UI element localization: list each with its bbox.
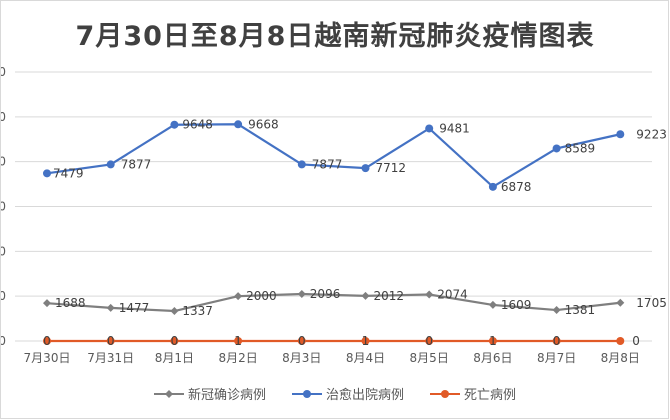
- data-label: 7877: [121, 157, 152, 171]
- data-point: [297, 337, 306, 345]
- data-point: [425, 337, 434, 345]
- data-label: 1: [489, 334, 497, 348]
- x-tick-label: 8月3日: [282, 351, 321, 365]
- data-point: [361, 164, 370, 173]
- x-tick-label: 8月4日: [346, 351, 385, 365]
- data-label: 0: [107, 334, 115, 348]
- data-point: [297, 160, 306, 169]
- data-label: 0: [553, 334, 561, 348]
- data-point: [488, 336, 497, 345]
- data-label: 7712: [376, 161, 407, 175]
- data-label: 0: [298, 334, 306, 348]
- data-label: 6878: [501, 180, 532, 194]
- data-label: 9668: [248, 117, 279, 131]
- data-point: [234, 120, 243, 129]
- data-point: [43, 337, 51, 345]
- legend-marker-icon: [153, 389, 184, 398]
- data-point: [616, 130, 625, 139]
- data-point: [552, 337, 561, 345]
- data-point: [106, 337, 115, 345]
- data-label: 2096: [310, 287, 341, 301]
- data-point: [43, 169, 51, 178]
- legend-label: 治愈出院病例: [325, 388, 404, 403]
- y-tick-label: 8000: [0, 155, 6, 169]
- y-tick-label: 0: [0, 334, 6, 348]
- legend: 新冠确诊病例 治愈出院病例 死亡病例: [0, 384, 670, 403]
- legend-marker-icon: [291, 389, 322, 398]
- data-point: [425, 124, 434, 133]
- x-tick-label: 8月1日: [155, 351, 194, 365]
- data-label: 1609: [501, 298, 532, 312]
- data-point: [488, 300, 497, 309]
- legend-label: 死亡病例: [464, 388, 517, 403]
- data-point: [552, 306, 561, 315]
- data-point: [616, 337, 625, 345]
- series-line: [46, 123, 621, 189]
- data-point: [43, 299, 51, 308]
- series-line: [46, 292, 621, 313]
- data-label: 0: [43, 334, 51, 348]
- data-label: 0: [425, 334, 433, 348]
- legend-item: 死亡病例: [430, 384, 516, 403]
- legend-marker-icon: [430, 389, 460, 398]
- legend-item: 治愈出院病例: [291, 384, 404, 403]
- data-point: [361, 336, 370, 345]
- x-tick-label: 8月5日: [410, 351, 449, 365]
- data-point: [106, 303, 115, 312]
- chart-title: 7月30日至8月8日越南新冠肺炎疫情图表: [75, 21, 595, 52]
- data-point: [234, 336, 243, 345]
- x-tick-label: 7月31日: [87, 351, 134, 365]
- y-tick-label: 12000: [0, 65, 6, 79]
- legend-label: 新冠确诊病例: [187, 388, 266, 403]
- data-label: 1: [234, 334, 242, 348]
- y-tick-label: 6000: [0, 200, 6, 214]
- data-label: 9481: [439, 121, 470, 135]
- data-point: [552, 144, 561, 153]
- data-point: [170, 337, 179, 345]
- x-tick-label: 8月8日: [601, 351, 640, 365]
- data-point: [488, 182, 497, 191]
- x-tick-label: 8月2日: [218, 351, 257, 365]
- data-label: 2012: [374, 289, 405, 303]
- data-point: [616, 298, 625, 307]
- legend-item: 新冠确诊病例: [153, 384, 266, 403]
- y-tick-label: 10000: [0, 110, 6, 124]
- data-point: [170, 120, 179, 129]
- data-label: 2000: [246, 289, 277, 303]
- x-tick-label: 7月30日: [24, 351, 71, 365]
- data-label: 1705: [636, 296, 667, 310]
- x-tick-label: 8月7日: [537, 351, 576, 365]
- data-label: 7479: [53, 166, 84, 180]
- data-label: 1: [362, 334, 370, 348]
- data-point: [297, 290, 306, 299]
- data-label: 7877: [312, 157, 343, 171]
- data-label: 1337: [182, 304, 213, 318]
- data-label: 0: [171, 334, 179, 348]
- data-label: 1381: [565, 303, 596, 317]
- data-label: 8589: [565, 141, 596, 155]
- y-tick-label: 4000: [0, 244, 6, 258]
- x-tick-label: 8月6日: [473, 351, 512, 365]
- data-label: 1688: [55, 296, 86, 310]
- data-point: [170, 307, 179, 316]
- data-point: [425, 290, 434, 299]
- y-tick-label: 2000: [0, 289, 6, 303]
- data-label: 1477: [119, 301, 150, 315]
- data-label: 2074: [437, 288, 468, 302]
- data-label: 9648: [182, 118, 213, 132]
- data-point: [361, 291, 370, 300]
- data-point: [234, 292, 243, 301]
- data-label: 0: [632, 334, 640, 348]
- data-label: 9223: [636, 127, 667, 141]
- data-point: [106, 160, 115, 169]
